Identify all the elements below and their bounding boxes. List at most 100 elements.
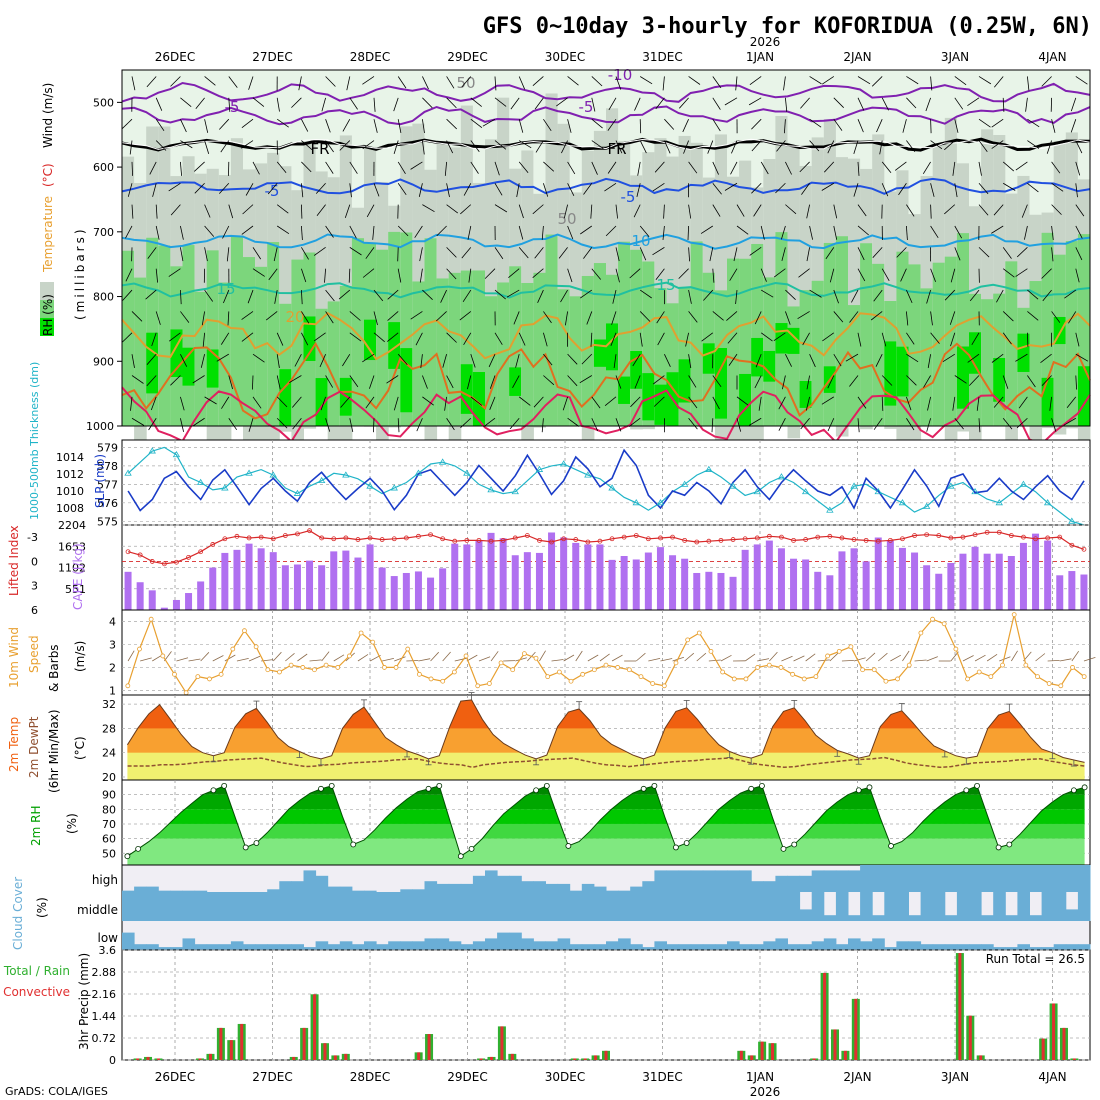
wind-barb bbox=[729, 268, 738, 281]
rh-fill-green bbox=[194, 291, 208, 426]
wind-barb bbox=[870, 311, 883, 321]
wind-barb bbox=[349, 161, 358, 174]
wind-barb bbox=[414, 225, 423, 238]
ylabel-wind10-units: (m/s) bbox=[73, 641, 87, 672]
rh-fill-green bbox=[823, 242, 837, 426]
wind-barb bbox=[386, 375, 399, 384]
wind-barb bbox=[663, 204, 665, 219]
cloud-bar-low bbox=[569, 944, 583, 950]
wind-speed-point bbox=[510, 667, 516, 673]
cloud-bar-middle bbox=[932, 892, 946, 921]
rh-fill-bright bbox=[1041, 377, 1055, 426]
thickness-point bbox=[535, 465, 544, 472]
wind-barb bbox=[204, 204, 211, 218]
cloud-bar-low bbox=[860, 941, 873, 950]
wind-barb bbox=[129, 140, 133, 155]
wind10-barb bbox=[853, 657, 866, 662]
wind-barb bbox=[944, 140, 956, 151]
cloud-bar-low bbox=[351, 944, 365, 950]
wind-barb bbox=[653, 396, 665, 407]
cloud-bar-high bbox=[364, 890, 377, 892]
cloud-level-label: low bbox=[98, 931, 119, 945]
wind-barb bbox=[168, 332, 181, 342]
wind-barb bbox=[349, 375, 359, 388]
cloud-bar-high bbox=[460, 883, 474, 892]
wind-barb bbox=[615, 247, 620, 262]
cloud-bar-high bbox=[920, 865, 934, 892]
wind-barb bbox=[1002, 268, 1015, 278]
contour-label: -5 bbox=[265, 182, 280, 200]
wind-barb bbox=[419, 268, 423, 283]
wind-barb bbox=[735, 76, 738, 91]
thickness-point bbox=[971, 487, 979, 495]
wind-speed-point bbox=[731, 676, 737, 682]
wind-barb bbox=[733, 247, 738, 262]
wind-barb bbox=[833, 353, 842, 367]
wind-barb bbox=[685, 332, 689, 347]
wind-barb bbox=[688, 354, 692, 369]
cloud-level-label: high bbox=[92, 873, 118, 887]
rh-point bbox=[974, 782, 980, 789]
date-label-top: 3JAN bbox=[941, 50, 969, 64]
wind-barb bbox=[688, 417, 698, 430]
wind-barb bbox=[252, 396, 262, 409]
wind-barb bbox=[857, 97, 865, 111]
cloud-bar-high bbox=[1029, 865, 1043, 892]
precip-convective-bar bbox=[344, 1053, 348, 1060]
cloud-bar-low bbox=[848, 938, 861, 950]
rh-point bbox=[963, 787, 970, 794]
wind-barb bbox=[1041, 76, 1052, 87]
cloud-bar-low bbox=[908, 941, 922, 950]
precip-tick-label: 2.16 bbox=[92, 988, 117, 1001]
wind-speed-point bbox=[137, 646, 142, 652]
wind-barb bbox=[944, 204, 956, 215]
wind-barb bbox=[1027, 375, 1036, 388]
wind-barb bbox=[482, 118, 496, 127]
wind-barb bbox=[220, 140, 230, 153]
date-label-bottom: 2JAN bbox=[843, 1070, 871, 1084]
cloud-bar-middle bbox=[1041, 892, 1055, 921]
wind-barb bbox=[373, 183, 380, 197]
lifted-index-point bbox=[718, 537, 724, 543]
wind-barb bbox=[373, 311, 378, 326]
contour-30 bbox=[121, 386, 1091, 446]
wind-barb bbox=[615, 268, 620, 283]
wind-barb bbox=[373, 119, 378, 133]
slp-lines bbox=[124, 446, 1085, 526]
rh-point bbox=[468, 845, 475, 852]
wind-barb bbox=[393, 97, 399, 112]
cloud-bar-high bbox=[678, 870, 692, 892]
wind-barb bbox=[978, 418, 981, 433]
cloud-bar-middle bbox=[327, 892, 341, 921]
lifted-index-point bbox=[912, 533, 917, 538]
wind-barb bbox=[470, 118, 483, 129]
wind10-barb bbox=[212, 655, 224, 662]
wind-barb bbox=[1068, 311, 1077, 324]
cloud-bar-middle bbox=[908, 915, 922, 921]
wind-barb bbox=[760, 225, 765, 240]
wind-barb bbox=[809, 225, 813, 240]
wind-barb bbox=[319, 353, 326, 368]
wind-barb bbox=[580, 289, 593, 299]
wind-barb bbox=[952, 396, 956, 411]
cape-bar bbox=[535, 552, 543, 610]
wind-barb bbox=[954, 417, 964, 430]
cape-bar bbox=[753, 544, 761, 610]
wind-barb bbox=[415, 332, 423, 346]
wind-barb bbox=[362, 268, 375, 278]
wind-barb bbox=[155, 204, 158, 219]
wind-barb bbox=[541, 418, 544, 433]
wind-barb bbox=[590, 204, 593, 219]
precip-convective-bar bbox=[427, 1034, 431, 1060]
wind-barb bbox=[155, 311, 161, 325]
wind10-barb bbox=[490, 651, 499, 662]
cape-bar bbox=[1007, 556, 1015, 610]
cloud-bar-high bbox=[811, 870, 825, 892]
cloud-bar-middle bbox=[243, 892, 256, 921]
rh-fill-bright bbox=[678, 359, 692, 403]
wind-speed-point bbox=[486, 681, 492, 686]
wind10-barb bbox=[297, 653, 308, 662]
wind-barb bbox=[248, 76, 254, 90]
wind-speed-point bbox=[207, 676, 212, 682]
